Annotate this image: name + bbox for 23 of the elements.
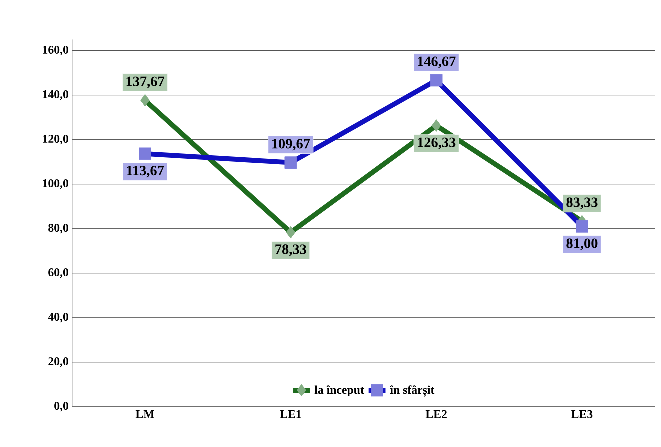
y-tick-label: 120,0 <box>43 135 68 145</box>
legend-label: în sfârșit <box>390 386 435 398</box>
x-tick-label: LM <box>136 410 154 418</box>
y-tick-label: 80,0 <box>48 224 68 234</box>
data-label: 113,67 <box>127 166 164 178</box>
x-tick-label: LE2 <box>426 410 447 418</box>
y-tick-label: 60,0 <box>48 268 68 278</box>
y-tick-label: 0,0 <box>54 402 68 412</box>
y-tick-label: 140,0 <box>43 90 68 100</box>
data-label: 83,33 <box>566 198 598 210</box>
data-label: 81,00 <box>566 238 598 251</box>
data-label: 146,67 <box>418 56 456 69</box>
y-tick-label: 100,0 <box>43 180 68 190</box>
y-tick-label: 40,0 <box>48 313 68 323</box>
data-label: 109,67 <box>272 139 310 151</box>
y-tick-label: 20,0 <box>48 358 68 368</box>
data-label: 78,33 <box>276 244 306 257</box>
legend-label: la început <box>314 386 364 397</box>
y-tick-label: 160,0 <box>43 46 68 56</box>
data-label: 126,33 <box>418 138 456 150</box>
x-tick-label: LE3 <box>572 410 593 419</box>
data-label: 137,67 <box>126 77 164 89</box>
x-tick-label: LE1 <box>280 410 302 418</box>
